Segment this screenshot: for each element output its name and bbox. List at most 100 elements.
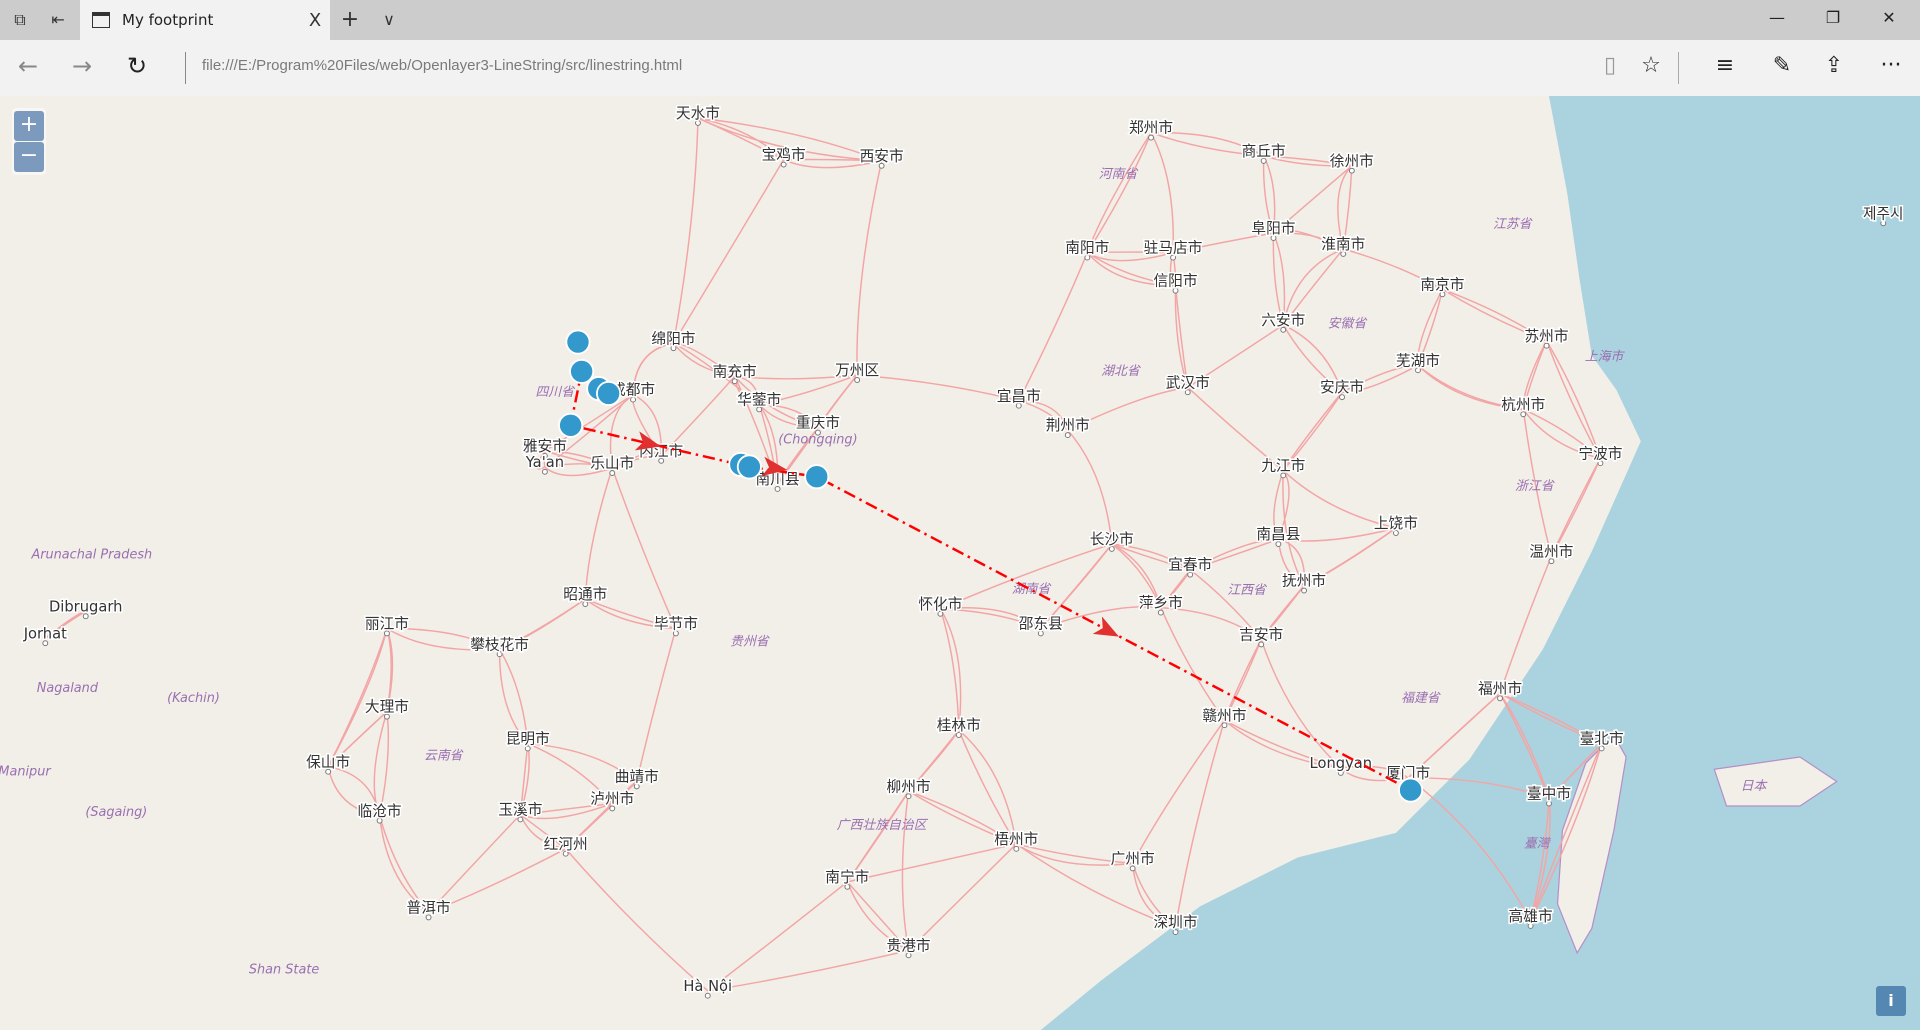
road	[1522, 340, 1548, 410]
city-dot	[325, 768, 332, 775]
tab-my-footprint[interactable]: My footprint X	[80, 0, 330, 40]
region-label: 贵州省	[730, 635, 771, 650]
footprint-marker[interactable]	[596, 380, 622, 407]
city-label: 南宁市	[825, 869, 869, 886]
star-icon[interactable]: ☆	[1641, 53, 1661, 78]
road	[1522, 409, 1553, 557]
city-dot	[1148, 134, 1154, 141]
road	[1282, 470, 1397, 529]
road	[1150, 132, 1175, 253]
road	[1086, 132, 1152, 253]
city-dot	[1187, 571, 1194, 578]
footprint-marker[interactable]	[736, 454, 762, 480]
road	[611, 467, 677, 629]
city-label: 宜春市	[1168, 557, 1212, 574]
road	[498, 649, 529, 745]
road	[386, 627, 500, 650]
road	[498, 648, 529, 744]
city-label: 毕节市	[654, 615, 698, 632]
road	[1282, 470, 1305, 586]
zoom-in-button[interactable]: +	[14, 111, 44, 141]
window-close-icon[interactable]: ✕	[1882, 8, 1896, 27]
city-dot	[780, 161, 787, 168]
footprint-marker[interactable]	[565, 329, 591, 355]
city-dot	[672, 630, 679, 637]
more-icon[interactable]: ···	[1880, 53, 1902, 78]
city-label: 桂林市	[937, 717, 981, 734]
city-dot	[496, 651, 503, 658]
url-field[interactable]: file:///E:/Program%20Files/web/Openlayer…	[202, 57, 683, 74]
chevron-down-icon[interactable]: ∨	[383, 10, 395, 29]
direction-arrow-icon	[761, 456, 788, 477]
road	[544, 466, 613, 477]
restore-icon[interactable]: ❐	[1825, 8, 1841, 27]
road	[520, 802, 613, 816]
new-tab-icon[interactable]: +	[340, 7, 360, 32]
road	[519, 813, 567, 850]
city-label: 南京市	[1420, 276, 1464, 293]
road	[758, 403, 818, 429]
close-icon[interactable]: X	[308, 9, 322, 31]
city-dot	[541, 452, 548, 459]
road	[1499, 693, 1550, 799]
road	[1016, 843, 1133, 865]
footprint-marker[interactable]	[1398, 777, 1424, 803]
road	[734, 375, 819, 429]
minimize-icon[interactable]: —	[1769, 8, 1785, 27]
road	[1407, 692, 1501, 779]
city-label: 长沙市	[1090, 531, 1134, 548]
road	[1174, 285, 1189, 388]
city-dot	[731, 378, 738, 385]
road	[1278, 527, 1397, 542]
road	[1263, 155, 1352, 167]
region-label: 上海市	[1585, 349, 1626, 364]
reading-view-icon[interactable]: ▯	[1603, 53, 1617, 78]
tab-list-icon[interactable]: ⧉	[14, 10, 26, 29]
pen-icon[interactable]: ✎	[1772, 53, 1792, 78]
attribution-button[interactable]: i	[1876, 986, 1906, 1016]
zoom-out-button[interactable]: −	[14, 142, 44, 172]
city-dot	[633, 783, 640, 790]
city-dot	[609, 470, 616, 476]
road	[327, 711, 388, 768]
city-dot	[1280, 326, 1287, 333]
footprint-marker[interactable]	[569, 358, 595, 384]
road	[776, 427, 819, 485]
refresh-icon[interactable]: ↻	[126, 52, 148, 80]
city-label: Dibrugarh	[49, 598, 122, 615]
city-dot	[1340, 250, 1347, 257]
road	[673, 342, 760, 406]
road	[697, 117, 785, 161]
city-label: 邵东县	[1019, 615, 1063, 632]
road	[1272, 165, 1353, 234]
road	[1340, 767, 1409, 782]
city-dot	[609, 805, 616, 812]
road	[1086, 252, 1176, 287]
city-dot	[384, 630, 390, 637]
back-icon[interactable]: ←	[17, 52, 39, 80]
road	[1341, 364, 1418, 393]
road	[1408, 777, 1550, 800]
road	[1111, 543, 1162, 608]
road	[901, 791, 910, 951]
share-icon[interactable]: ⇪	[1824, 53, 1844, 78]
city-label: 萍乡市	[1139, 595, 1183, 612]
footprint-marker[interactable]	[558, 412, 584, 438]
road	[636, 628, 677, 782]
city-label: Ya'an	[525, 454, 564, 471]
set-aside-icon[interactable]: ⇤	[51, 10, 65, 29]
city-dot	[756, 406, 763, 413]
region-label: 日本	[1741, 779, 1769, 794]
city-label: 绵阳市	[651, 330, 695, 347]
region-label: 广西壮族自治区	[837, 818, 929, 833]
road	[1278, 538, 1306, 586]
road	[1442, 288, 1547, 342]
hub-icon[interactable]: ≡	[1715, 53, 1735, 78]
city-label: 攀枝花市	[470, 636, 529, 653]
footprint-marker[interactable]	[804, 464, 830, 490]
page-icon	[92, 12, 110, 28]
road	[1018, 400, 1069, 431]
forward-icon[interactable]: →	[71, 52, 93, 80]
city-dot	[1270, 235, 1277, 241]
